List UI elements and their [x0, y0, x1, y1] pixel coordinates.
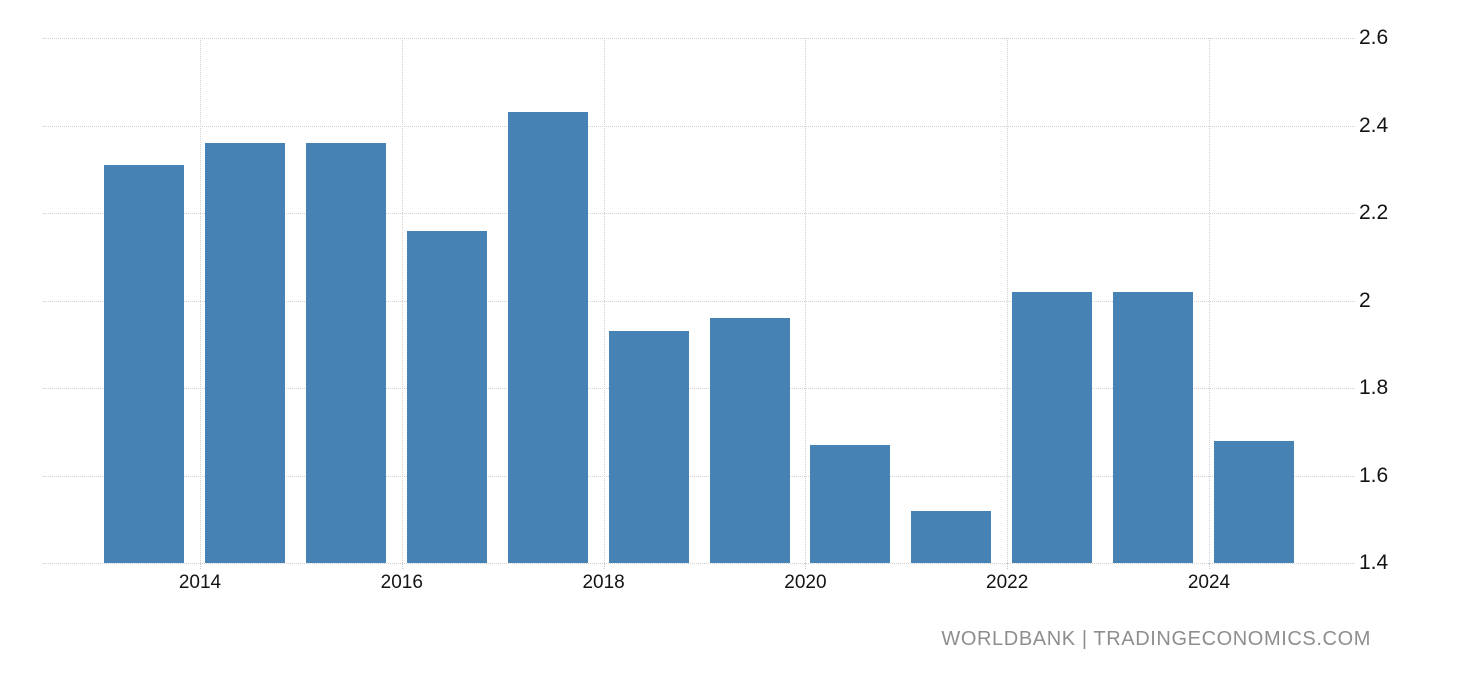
y-axis-tick-label-1.4: 1.4 [1359, 551, 1389, 574]
gridline-y-2.6 [43, 38, 1355, 39]
bar-2024[interactable] [1214, 440, 1294, 563]
bar-2016[interactable] [406, 230, 487, 563]
plot-area [43, 38, 1355, 564]
bar-2015[interactable] [305, 143, 386, 563]
x-axis-tick-mark-2024 [1209, 563, 1210, 569]
x-axis-tick-mark-2014 [200, 563, 201, 569]
x-axis-tick-mark-2016 [401, 563, 403, 569]
x-axis-tick-mark-2022 [1007, 563, 1009, 569]
bar-2017[interactable] [507, 112, 588, 563]
y-axis-tick-label-2.6: 2.6 [1359, 26, 1389, 49]
x-axis-tick-mark-2018 [603, 563, 605, 569]
watermark-attribution: WORLDBANK | TRADINGECONOMICS.COM [941, 628, 1371, 650]
gridline-y-2.4 [43, 125, 1355, 127]
y-axis-tick-label-2.4: 2.4 [1359, 113, 1389, 137]
bar-2013[interactable] [104, 164, 185, 563]
gridline-y-1.6 [43, 475, 1355, 477]
x-axis-tick-label-2024: 2024 [1187, 572, 1231, 593]
gridline-x-2020 [805, 38, 807, 563]
x-axis-tick-mark-2020 [805, 563, 807, 569]
bar-2019[interactable] [709, 318, 790, 563]
gridline-x-2014 [200, 38, 201, 563]
bar-2014[interactable] [205, 143, 285, 563]
bar-2020[interactable] [810, 444, 891, 563]
gridline-y-1.8 [43, 388, 1355, 389]
x-axis-tick-label-2020: 2020 [784, 572, 827, 593]
x-axis-tick-label-2014: 2014 [178, 572, 222, 593]
bar-2021[interactable] [911, 510, 992, 563]
x-axis-tick-label-2022: 2022 [986, 572, 1029, 593]
gridline-x-2024 [1209, 38, 1210, 563]
x-axis-tick-label-2016: 2016 [380, 572, 423, 593]
y-axis-tick-label-2.2: 2.2 [1359, 201, 1389, 224]
bar-2023[interactable] [1113, 291, 1194, 563]
bar-2018[interactable] [608, 331, 689, 563]
gridline-x-2016 [401, 38, 403, 563]
gridline-y-2 [43, 300, 1355, 302]
gridline-y-2.2 [43, 213, 1355, 214]
bar-2022[interactable] [1012, 291, 1093, 563]
y-axis-tick-label-1.8: 1.8 [1359, 376, 1389, 399]
gridline-x-2018 [603, 38, 605, 563]
gridline-y-1.4 [43, 563, 1355, 564]
y-axis-tick-label-1.6: 1.6 [1359, 463, 1389, 487]
x-axis-tick-label-2018: 2018 [582, 572, 625, 593]
y-axis-tick-label-2: 2 [1359, 288, 1371, 312]
gridline-x-2022 [1007, 38, 1009, 563]
